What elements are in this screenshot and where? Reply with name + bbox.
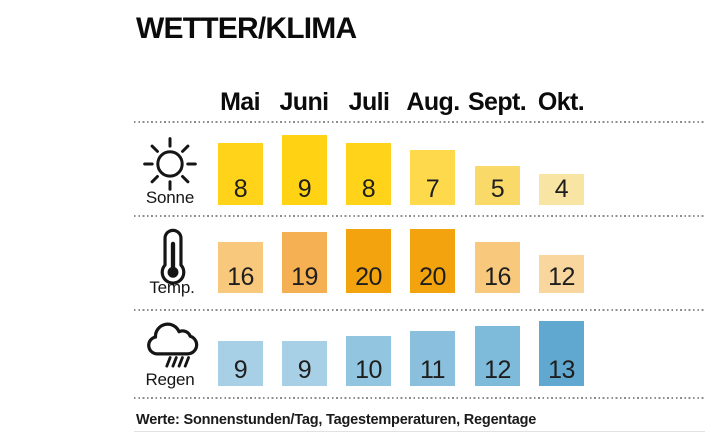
month-label-juli: Juli	[348, 88, 390, 116]
bar-value: 4	[554, 175, 569, 203]
dotted-separator-bottom	[134, 397, 705, 399]
dotted-separator-sonne-temp	[134, 215, 705, 217]
bar-sonne-juni: 9	[282, 135, 327, 205]
bar-value: 13	[548, 356, 575, 384]
month-label-aug: Aug.	[406, 88, 460, 116]
bar-regen-mai: 9	[218, 341, 263, 386]
bar-sonne-okt: 4	[539, 174, 584, 205]
month-label-okt: Okt.	[537, 88, 585, 116]
row-label-regen: Regen	[145, 370, 195, 389]
bar-value: 20	[419, 263, 446, 291]
bar-value: 5	[490, 175, 505, 203]
dotted-separator-top	[134, 121, 705, 123]
bar-value: 10	[355, 356, 382, 384]
rain-cloud-icon	[138, 317, 206, 368]
thermometer-icon	[157, 228, 189, 288]
month-label-juni: Juni	[279, 88, 330, 116]
bar-value: 19	[291, 263, 318, 291]
bar-value: 9	[297, 175, 312, 203]
bar-sonne-sept: 5	[475, 166, 520, 205]
bar-value: 7	[425, 175, 440, 203]
month-label-sept: Sept.	[467, 88, 527, 116]
bar-regen-sept: 12	[475, 326, 520, 386]
bar-value: 12	[484, 356, 511, 384]
sun-icon	[140, 133, 200, 193]
bar-temp-okt: 12	[539, 255, 584, 293]
bar-sonne-mai: 8	[218, 143, 263, 205]
row-label-temp: Temp.	[149, 278, 195, 297]
bar-value: 9	[233, 356, 248, 384]
bar-value: 9	[297, 356, 312, 384]
row-label-sonne: Sonne	[145, 188, 195, 207]
month-label-mai: Mai	[220, 88, 260, 116]
bar-temp-sept: 16	[475, 242, 520, 293]
bar-temp-juni: 19	[282, 232, 327, 293]
page-title: WETTER/KLIMA	[136, 12, 357, 45]
bar-value: 11	[420, 356, 445, 384]
bar-value: 8	[361, 175, 376, 203]
bar-temp-mai: 16	[218, 242, 263, 293]
bar-value: 12	[548, 263, 575, 291]
bar-value: 16	[227, 263, 254, 291]
bar-temp-aug: 20	[410, 229, 455, 293]
bar-regen-juni: 9	[282, 341, 327, 386]
bar-regen-juli: 10	[346, 336, 391, 386]
bar-value: 16	[484, 263, 511, 291]
bar-temp-juli: 20	[346, 229, 391, 293]
footer-note: Werte: Sonnenstunden/Tag, Tagestemperatu…	[136, 412, 537, 428]
bar-regen-aug: 11	[410, 331, 455, 386]
bar-value: 20	[355, 263, 382, 291]
bottom-rule	[134, 431, 705, 432]
bar-regen-okt: 13	[539, 321, 584, 386]
bar-value: 8	[233, 175, 248, 203]
bar-sonne-juli: 8	[346, 143, 391, 205]
bar-sonne-aug: 7	[410, 150, 455, 205]
dotted-separator-temp-regen	[134, 309, 705, 311]
